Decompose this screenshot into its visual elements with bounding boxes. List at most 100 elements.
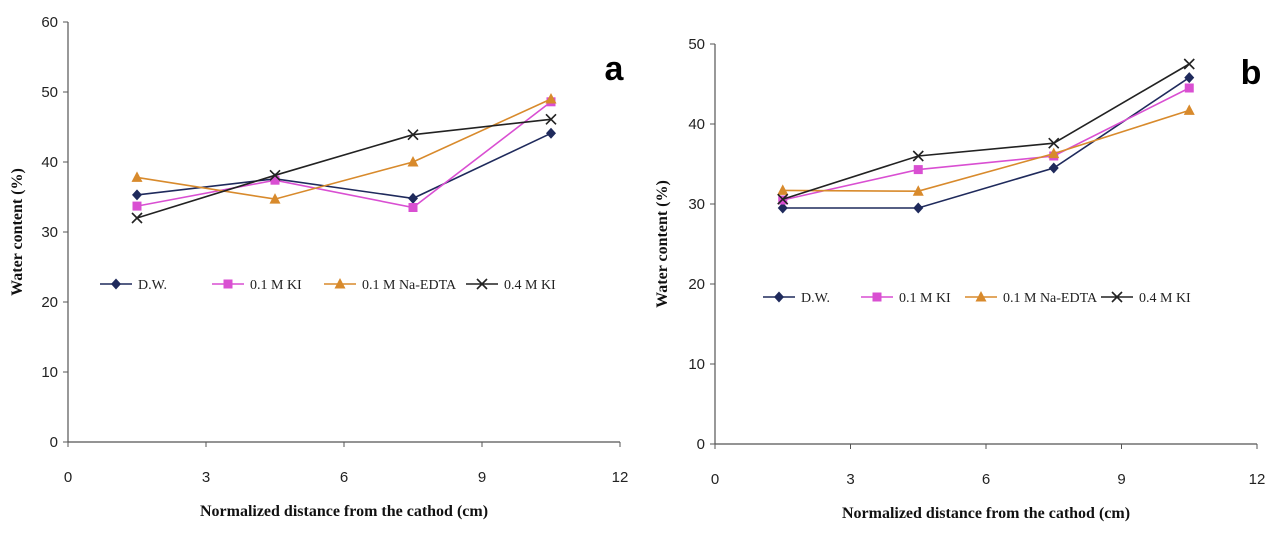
y-tick-label: 30 <box>688 196 705 213</box>
series-0-1-m-na-edta <box>777 104 1195 196</box>
y-axis-title: Water content (%) <box>9 168 26 296</box>
data-point <box>408 192 418 204</box>
legend-marker <box>111 278 121 290</box>
y-axis-title: Water content (%) <box>654 180 671 308</box>
chart-panel-b: 0 10 20 30 40 50 0 3 6 9 12 Normalized distance fro… <box>645 0 1285 542</box>
y-tick-label: 50 <box>41 84 58 101</box>
x-tick-label: 12 <box>1249 471 1266 488</box>
y-tick-label: 40 <box>688 116 705 133</box>
x-tick-label: 9 <box>1117 471 1125 488</box>
data-point <box>269 169 281 181</box>
legend-item: 0.4 M KI <box>466 278 556 293</box>
x-tick-label: 6 <box>340 469 348 486</box>
data-point <box>1183 58 1195 70</box>
series-line <box>136 132 552 200</box>
series-line <box>782 87 1190 201</box>
y-tick-label: 50 <box>688 36 705 53</box>
x-tick-label: 0 <box>64 469 72 486</box>
legend-marker <box>476 278 488 290</box>
series-0-1-m-ki <box>778 83 1194 205</box>
panel-letter: b <box>1241 54 1262 92</box>
data-point <box>408 203 418 212</box>
legend-item: 0.1 M Na-EDTA <box>324 278 457 293</box>
data-point <box>1184 83 1194 93</box>
data-point <box>913 202 924 214</box>
data-point <box>1048 137 1060 149</box>
series-0-4-m-ki <box>131 113 557 224</box>
x-tick-label: 6 <box>982 471 990 488</box>
y-tick-label: 0 <box>697 436 705 453</box>
series-d-w- <box>132 127 556 204</box>
x-tick-label: 3 <box>846 471 854 488</box>
data-point <box>546 127 556 139</box>
legend-item: 0.1 M KI <box>212 278 302 293</box>
data-point <box>913 165 923 175</box>
x-tick-label: 3 <box>202 469 210 486</box>
data-point <box>407 129 419 141</box>
legend-item: 0.1 M Na-EDTA <box>965 291 1098 306</box>
series-line <box>782 76 1190 209</box>
y-tick-label: 10 <box>688 356 705 373</box>
legend-marker <box>774 291 784 303</box>
data-point <box>545 93 557 104</box>
series-line <box>136 98 552 200</box>
data-point <box>545 113 557 125</box>
data-point <box>132 189 142 201</box>
legend: D.W. 0.1 M KI 0.1 M Na-EDTA 0.4 M KI <box>100 278 556 293</box>
legend-label: 0.4 M KI <box>504 278 556 293</box>
data-point <box>270 175 280 185</box>
data-point <box>1184 72 1195 84</box>
data-point <box>912 185 924 196</box>
series-line <box>782 63 1190 200</box>
x-tick-label: 9 <box>478 469 486 486</box>
legend-label: 0.1 M Na-EDTA <box>362 278 457 293</box>
legend-marker <box>334 278 346 289</box>
data-point <box>777 193 789 205</box>
y-tick-label: 30 <box>41 224 58 241</box>
y-tick-label: 10 <box>41 364 58 381</box>
legend-marker <box>1111 291 1123 303</box>
y-tick-label: 60 <box>41 14 58 31</box>
legend-marker <box>223 279 233 289</box>
legend-item: D.W. <box>100 278 167 293</box>
x-axis-title: Normalized distance from the cathod (cm) <box>200 503 488 520</box>
series-line <box>136 118 552 219</box>
legend: D.W. 0.1 M KI 0.1 M Na-EDTA 0.4 M KI <box>763 291 1191 306</box>
y-tick-label: 20 <box>41 294 58 311</box>
data-point <box>269 193 281 204</box>
y-tick-label: 0 <box>50 434 58 451</box>
data-point <box>1048 162 1059 174</box>
series-0-1-m-na-edta <box>131 93 557 204</box>
legend-marker <box>872 292 882 302</box>
data-point <box>132 201 142 211</box>
chart-b-svg: 0 10 20 30 40 50 0 3 6 9 12 Normalized distance fro… <box>654 36 1266 522</box>
series-line <box>136 101 552 209</box>
x-tick-label: 12 <box>612 469 629 486</box>
data-point <box>777 184 789 195</box>
legend-label: D.W. <box>801 291 830 306</box>
legend-marker <box>975 291 987 302</box>
data-point <box>777 202 788 214</box>
legend-item: D.W. <box>763 291 830 306</box>
chart-panel-a: 0 10 20 30 40 50 60 0 3 6 9 12 Normalized distance f… <box>0 0 640 542</box>
series-d-w- <box>777 72 1195 214</box>
data-point <box>1048 147 1060 159</box>
legend-label: 0.1 M KI <box>250 278 302 293</box>
chart-a-svg: 0 10 20 30 40 50 60 0 3 6 9 12 Normalized distance f… <box>9 14 629 520</box>
x-tick-label: 0 <box>711 471 719 488</box>
data-point <box>407 156 419 167</box>
y-tick-label: 40 <box>41 154 58 171</box>
data-point <box>1183 104 1195 115</box>
legend-label: 0.4 M KI <box>1139 291 1191 306</box>
legend-label: D.W. <box>138 278 167 293</box>
x-axis-title: Normalized distance from the cathod (cm) <box>842 505 1130 522</box>
legend-item: 0.4 M KI <box>1101 291 1191 306</box>
data-point <box>131 171 143 182</box>
panel-letter: a <box>605 50 625 88</box>
legend-item: 0.1 M KI <box>861 291 951 306</box>
data-point <box>912 150 924 162</box>
series-0-4-m-ki <box>777 58 1195 205</box>
series-line <box>782 109 1190 193</box>
y-tick-label: 20 <box>688 276 705 293</box>
legend-label: 0.1 M Na-EDTA <box>1003 291 1098 306</box>
